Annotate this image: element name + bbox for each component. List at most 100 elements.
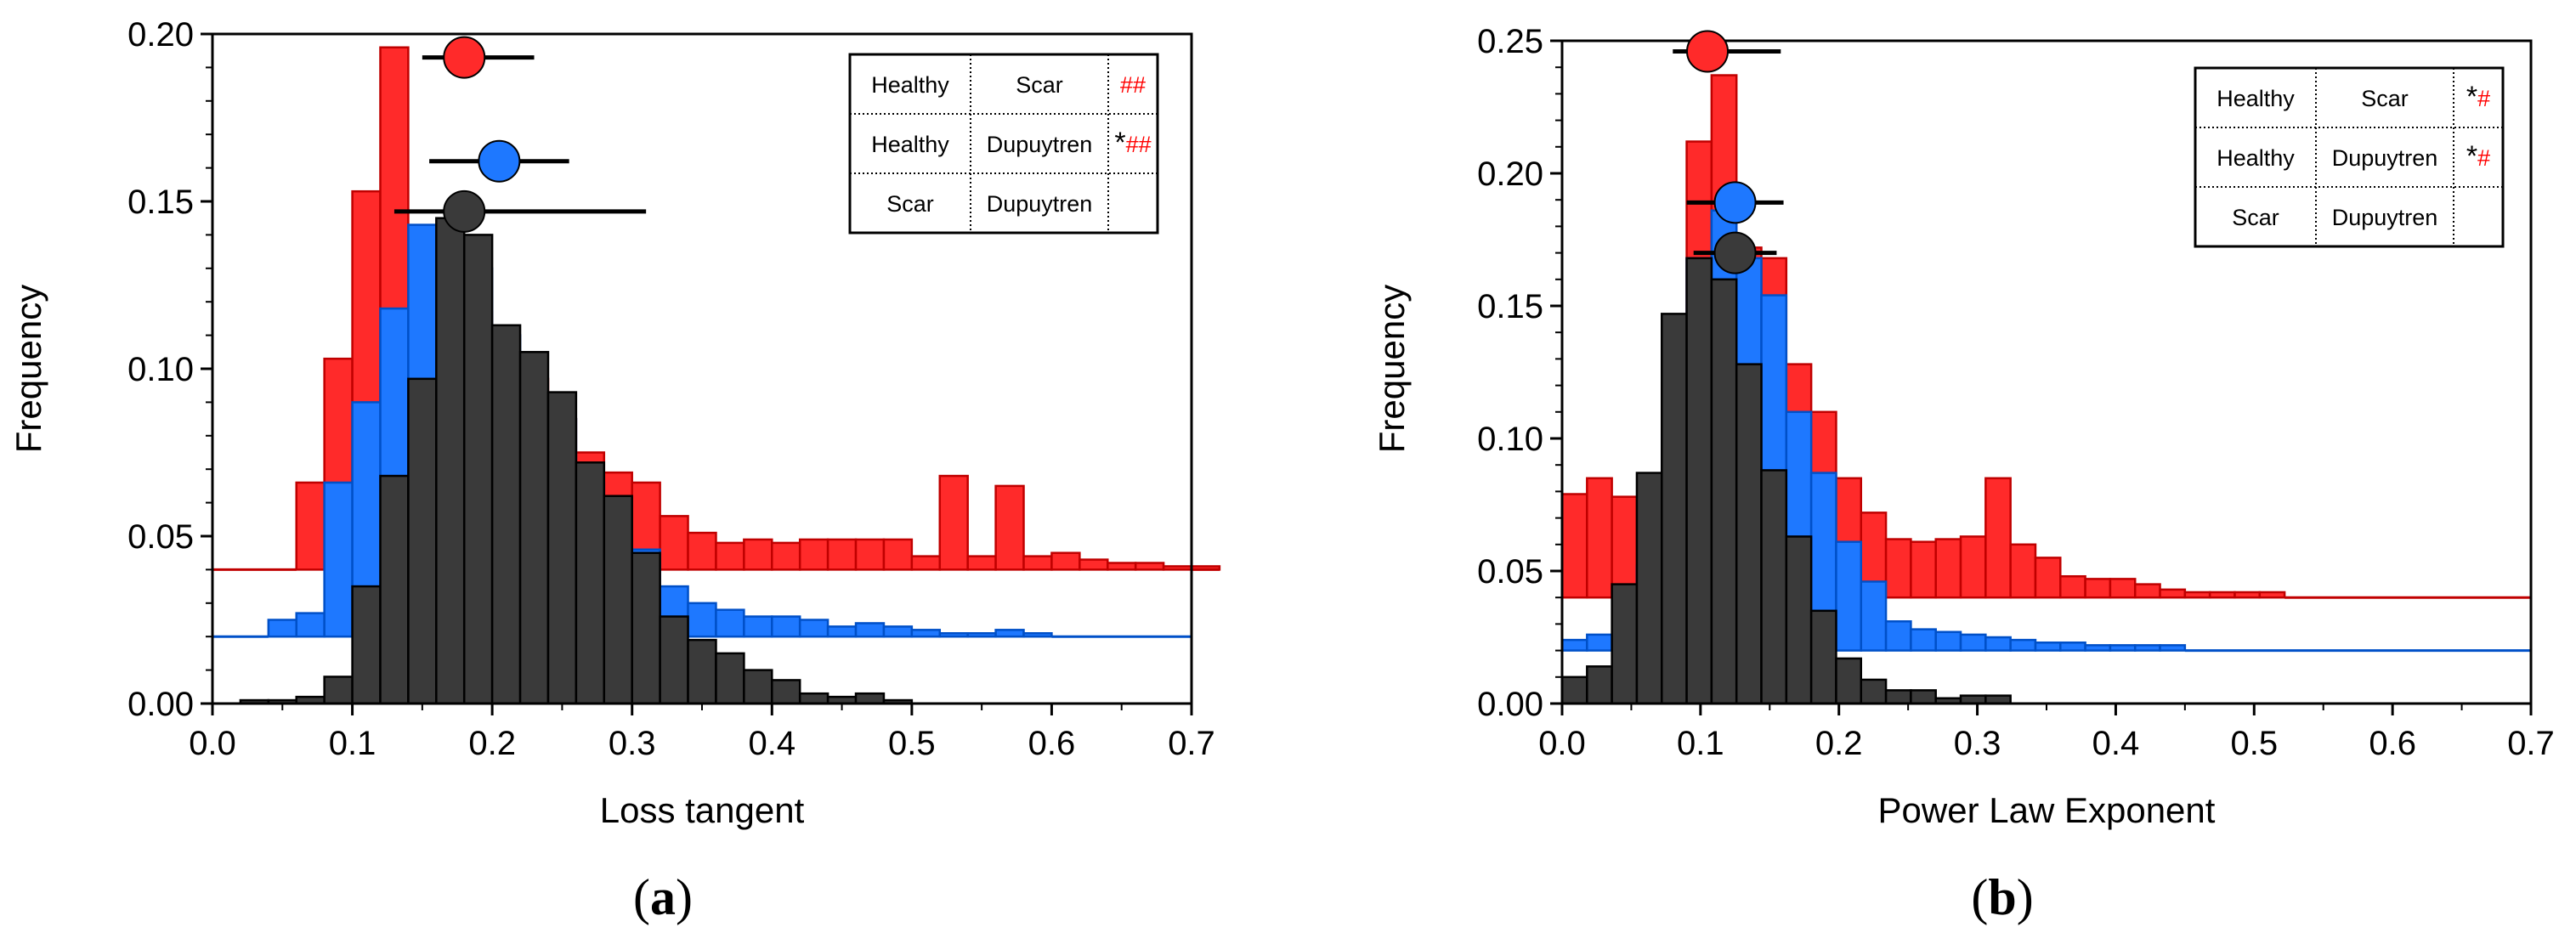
bar: [1079, 558, 1109, 571]
bar: [882, 538, 914, 571]
y-tick-label: 0.00: [1477, 686, 1543, 723]
bar: [1860, 678, 1888, 705]
y-tick-label: 0.05: [1477, 553, 1543, 591]
x-tick-label: 0.5: [888, 725, 936, 762]
significance-hash: ##: [1120, 72, 1146, 98]
x-tick-label: 0.4: [748, 725, 795, 762]
bar: [1934, 538, 1962, 599]
table-border: [2194, 66, 2505, 248]
mean-marker: [478, 139, 521, 183]
bar: [1809, 609, 1837, 705]
bar: [1884, 689, 1912, 705]
bar: [1586, 477, 1613, 599]
bar: [1134, 562, 1165, 571]
bar: [1959, 535, 1987, 599]
bar: [743, 615, 773, 638]
bar: [1560, 675, 1588, 705]
table-cell-significance: *#: [2466, 140, 2490, 172]
histogram-bars: [212, 46, 1221, 705]
bar: [2034, 641, 2062, 652]
panel-label-open: (: [1971, 869, 1988, 925]
bar: [687, 602, 717, 638]
bar: [1984, 477, 2012, 599]
x-tick-label: 0.7: [1168, 725, 1215, 762]
bar: [1586, 665, 1613, 705]
table-cell-group-a: Healthy: [2216, 145, 2295, 171]
bar: [2109, 578, 2137, 599]
bar: [1934, 630, 1962, 652]
x-tick-label: 0.2: [468, 725, 516, 762]
bar: [1586, 633, 1613, 652]
bar: [1022, 555, 1053, 571]
x-tick-label: 0.0: [189, 725, 236, 762]
bar: [2133, 644, 2161, 652]
bar: [771, 541, 801, 571]
bar: [1884, 620, 1912, 652]
bar: [743, 669, 773, 705]
x-tick-label: 0.5: [2230, 725, 2278, 762]
significance-star: *: [1114, 127, 1125, 159]
mean-markers: [1673, 30, 1784, 274]
bar: [2208, 591, 2236, 599]
x-tick-label: 0.7: [2507, 725, 2555, 762]
table-cell-group-b: Scar: [1016, 72, 1063, 98]
bar: [910, 555, 942, 571]
mean-marker: [443, 36, 486, 79]
bar: [743, 538, 773, 571]
bar: [854, 622, 886, 638]
histogram-bars: [1560, 74, 2531, 705]
bar: [631, 551, 661, 705]
bar: [1910, 540, 1937, 599]
significance-hash: #: [2477, 86, 2490, 111]
bar: [854, 692, 886, 705]
y-axis-label: Frequency: [1372, 285, 1412, 453]
x-tick-label: 0.2: [1815, 725, 1863, 762]
bar: [267, 619, 297, 638]
table-cell-group-a: Healthy: [871, 132, 949, 157]
panel-label-close: ): [2017, 869, 2034, 925]
bar: [1050, 551, 1081, 571]
bar: [575, 461, 606, 705]
bar: [490, 324, 522, 705]
table-cell-group-b: Dupuytren: [2332, 145, 2438, 171]
panel-a: 0.0 0.1 0.2 0.3 0.4 0.5 0.6 0.7 0.00 0.05 0.10 0.15…: [8, 16, 1221, 925]
mean-marker: [1713, 181, 1757, 224]
bar: [407, 377, 438, 705]
mean-marker: [443, 189, 486, 233]
panel-label: (b): [1971, 869, 2033, 925]
bar: [938, 474, 969, 571]
bar: [994, 629, 1025, 638]
bar: [1611, 583, 1639, 705]
panel-label-open: (: [633, 869, 650, 925]
bar: [1910, 628, 1937, 652]
table-cell-significance: ##: [1120, 72, 1146, 98]
bar: [882, 625, 914, 638]
panel-label-letter: a: [650, 869, 676, 925]
y-tick-label: 0.10: [127, 351, 194, 388]
bar: [715, 652, 745, 705]
bar: [1884, 538, 1912, 599]
bar: [546, 391, 578, 705]
bar: [1685, 257, 1713, 705]
bar: [2084, 644, 2112, 652]
x-tick-label: 0.1: [329, 725, 376, 762]
bar: [462, 234, 494, 705]
y-tick-label: 0.00: [127, 686, 194, 723]
panel-label-letter: b: [1988, 869, 2016, 925]
bar: [854, 538, 886, 571]
bar: [1735, 363, 1763, 705]
x-tick-label: 0.4: [2092, 725, 2140, 762]
bar: [1785, 535, 1813, 705]
bar: [2084, 578, 2112, 599]
bar: [2009, 543, 2037, 599]
bar: [2059, 574, 2086, 599]
bar: [1611, 495, 1639, 599]
table-cell-group-b: Dupuytren: [2332, 205, 2438, 230]
table-cell-group-a: Scar: [2232, 205, 2279, 230]
bar: [2159, 644, 2187, 652]
bar: [715, 541, 745, 571]
panel-label-close: ): [676, 869, 693, 925]
mean-markers: [393, 36, 647, 233]
bar: [826, 538, 858, 571]
series-healthy: [1560, 257, 2531, 705]
